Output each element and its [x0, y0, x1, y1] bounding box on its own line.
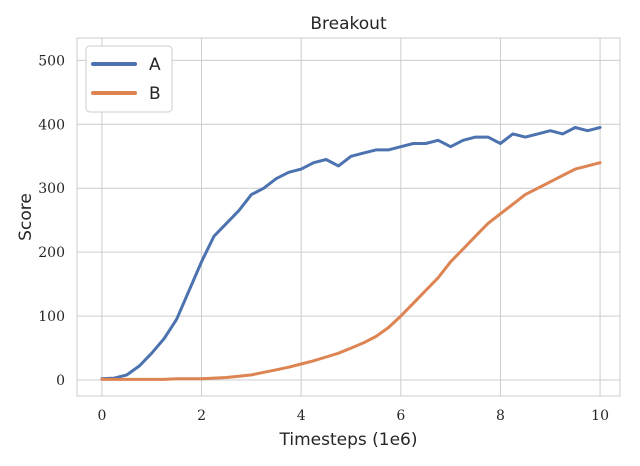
series-lines [100, 126, 602, 381]
x-tick-label: 0 [97, 408, 106, 424]
x-tick-label: 6 [396, 408, 405, 424]
legend-label-b: B [149, 84, 161, 104]
y-tick-label: 300 [38, 181, 65, 197]
y-tick-label: 0 [56, 373, 65, 389]
y-tick-label: 500 [38, 53, 65, 69]
y-tick-label: 400 [38, 117, 65, 133]
legend-label-a: A [149, 55, 161, 75]
x-tick-label: 10 [591, 408, 609, 424]
x-tick-label: 8 [496, 408, 505, 424]
y-axis-label: Score [16, 193, 36, 241]
y-tick-label: 200 [38, 245, 65, 261]
x-tick-label: 4 [297, 408, 306, 424]
legend: A B [85, 45, 173, 113]
chart-title: Breakout [310, 14, 387, 34]
y-tick-label: 100 [38, 309, 65, 325]
plot-area-frame [76, 37, 621, 397]
x-tick-label: 2 [197, 408, 206, 424]
x-axis-label: Timesteps (1e6) [279, 430, 418, 450]
series-line-a [100, 126, 602, 381]
series-line-b [100, 161, 602, 381]
